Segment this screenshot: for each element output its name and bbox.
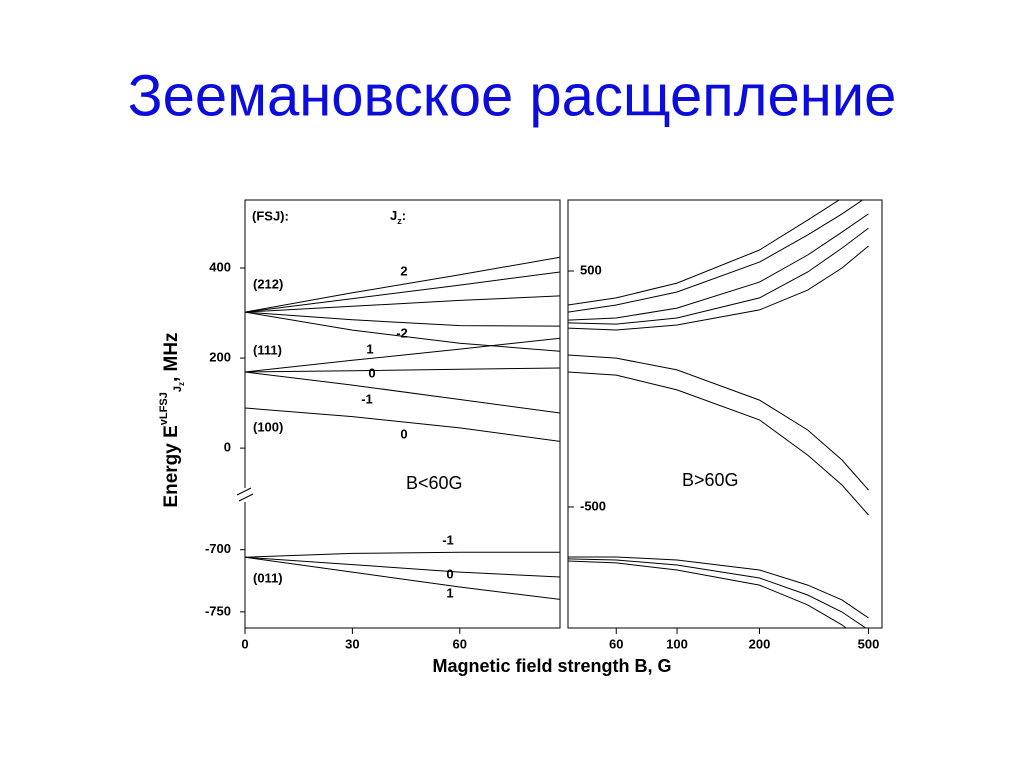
axis-break <box>240 488 250 502</box>
x-tick-label: 30 <box>345 636 359 651</box>
annotation: B>60G <box>682 470 739 490</box>
series-line <box>568 200 864 313</box>
left-frame <box>244 199 561 629</box>
x-tick-label: 0 <box>241 636 248 651</box>
series-line <box>568 227 869 325</box>
jz-sub: z <box>397 216 402 226</box>
right-frame <box>567 199 883 629</box>
annotation: B<60G <box>406 473 463 493</box>
jz-label: Jz: <box>390 208 406 226</box>
x-tick-label: 60 <box>453 636 467 651</box>
break-mark <box>238 493 254 502</box>
series-label: 2 <box>400 263 407 278</box>
series-label: -2 <box>396 325 408 340</box>
y-label-subsub: z <box>177 382 186 386</box>
series-line <box>568 558 867 628</box>
annotation: (111) <box>253 342 282 357</box>
series-line <box>245 337 560 373</box>
series-line <box>568 213 869 321</box>
series-label: 0 <box>446 566 453 581</box>
annotation: (212) <box>253 276 283 291</box>
series-line <box>245 256 560 313</box>
y-tick-label: -700 <box>205 541 231 556</box>
annotation: (100) <box>253 419 283 434</box>
y-label-sub: J <box>172 386 184 392</box>
x-tick-label: 100 <box>666 636 688 651</box>
series-line <box>245 311 560 327</box>
series-label: 0 <box>400 426 407 441</box>
series-line <box>568 556 869 619</box>
series-line <box>245 556 560 578</box>
x-tick-label: 60 <box>609 636 623 651</box>
series-label: 1 <box>446 585 453 600</box>
y-label-tail: , MHz <box>161 332 182 382</box>
y-axis-label: Energy EvLFSJJz, MHz <box>158 332 186 507</box>
y-tick-label: -750 <box>205 603 231 618</box>
x-axis-label: Magnetic field strength B, G <box>432 656 671 676</box>
series-label: 1 <box>366 341 373 356</box>
series-line <box>245 295 560 313</box>
series-line <box>568 354 869 491</box>
series-line <box>568 200 840 306</box>
break-mark <box>236 487 252 496</box>
slide-title: Зеемановское расщепление <box>128 63 897 128</box>
y-tick-label: 400 <box>209 259 231 274</box>
y-label-sup: vLFSJ <box>158 392 170 425</box>
annotation: (FSJ): <box>252 208 289 223</box>
series-label: -1 <box>361 391 373 406</box>
y-tick-label: 500 <box>580 262 602 277</box>
series-line <box>568 560 847 628</box>
series-line <box>245 311 560 352</box>
series-line <box>245 551 560 558</box>
y-label-main: Energy E <box>161 425 182 507</box>
annotation: (011) <box>253 570 283 585</box>
y-tick-label: 0 <box>224 440 231 455</box>
series-line <box>245 371 560 414</box>
x-tick-label: 500 <box>858 636 880 651</box>
y-tick-label: -500 <box>580 498 606 513</box>
series-line <box>245 271 560 313</box>
series-line <box>568 371 869 516</box>
y-tick-label: 200 <box>209 349 231 364</box>
series-line <box>245 556 560 600</box>
series-label: -1 <box>442 532 454 547</box>
jz-main: J <box>390 208 397 223</box>
x-tick-label: 200 <box>749 636 771 651</box>
series-line <box>568 245 869 331</box>
series-line <box>245 367 560 373</box>
series-line <box>245 407 560 442</box>
series-label: 0 <box>368 365 375 380</box>
